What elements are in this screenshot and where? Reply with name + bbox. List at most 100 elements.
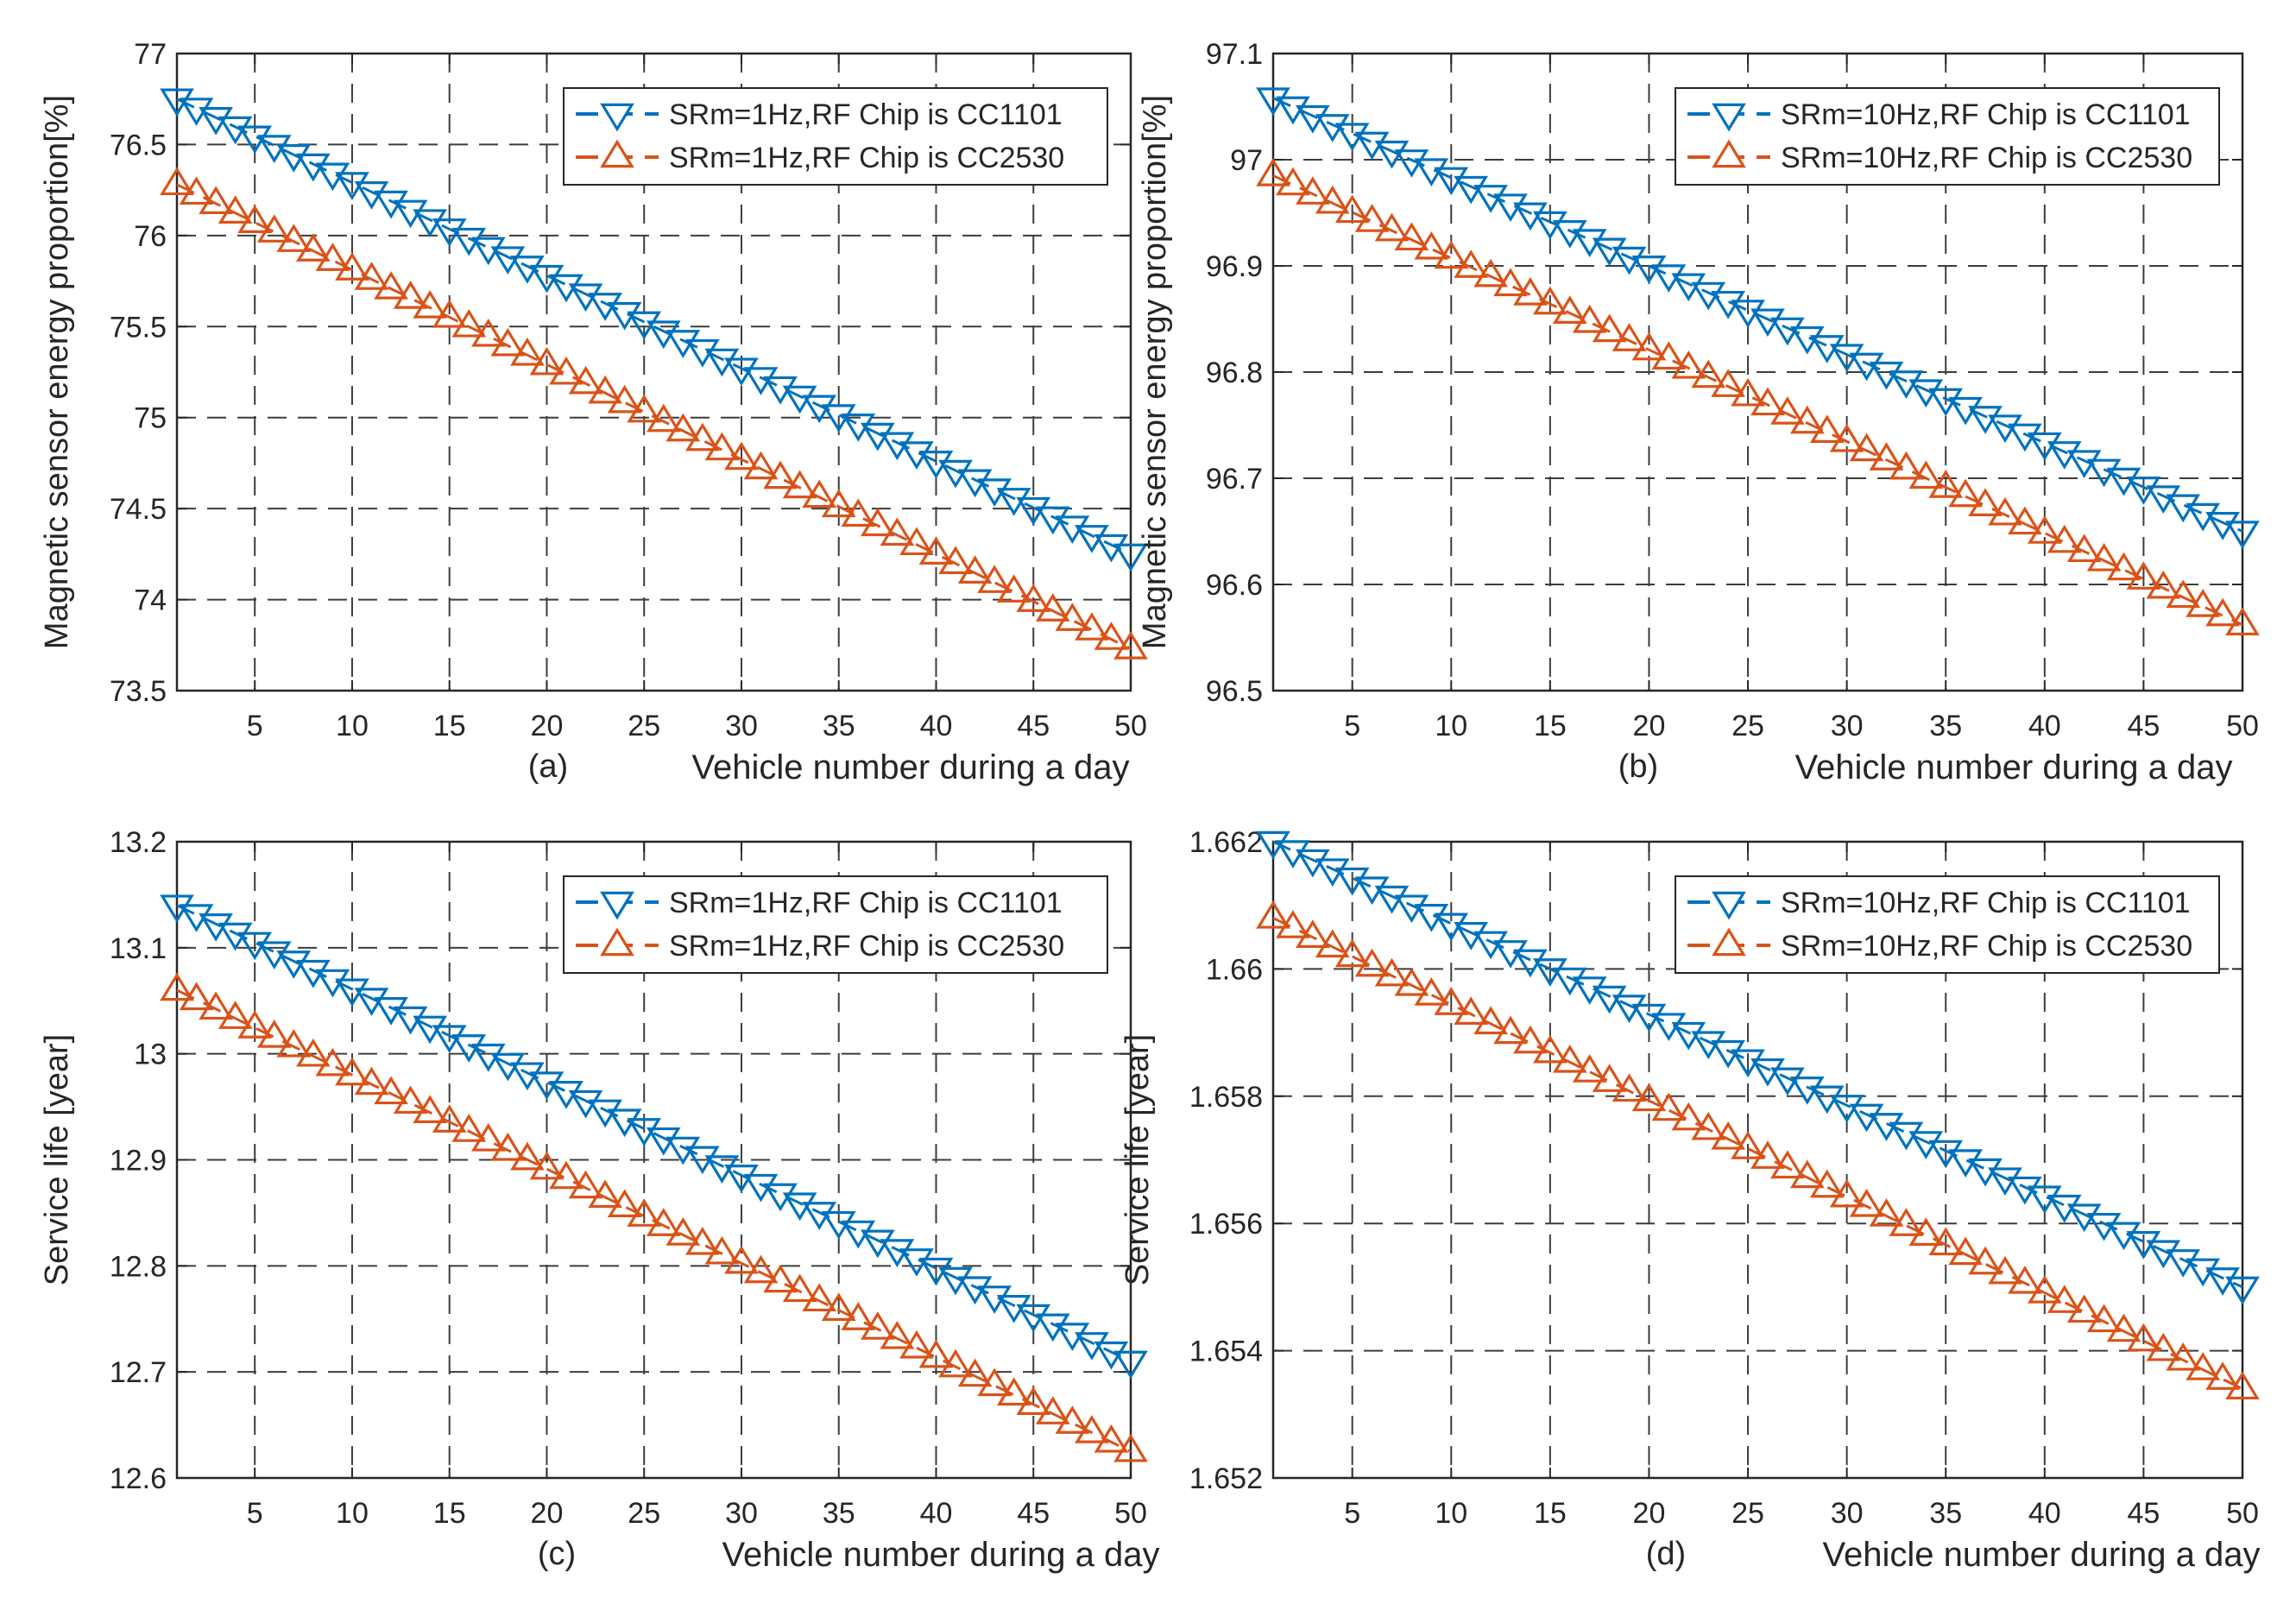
- data-point: [1789, 1159, 1825, 1189]
- data-point: [1908, 1217, 1944, 1246]
- series-line: [1272, 174, 2243, 627]
- x-tick-label: 40: [2028, 710, 2061, 742]
- y-tick-label: 76.5: [110, 129, 167, 161]
- x-tick-label: 20: [531, 1497, 564, 1530]
- y-tick-label: 96.5: [1206, 675, 1263, 708]
- data-point: [218, 195, 253, 224]
- legend-marker: [1712, 139, 1746, 168]
- y-tick-label: 74.5: [110, 493, 167, 526]
- data-point: [2027, 1275, 2062, 1304]
- data-point: [2205, 1361, 2240, 1390]
- data-point: [549, 1160, 583, 1190]
- data-point: [1809, 1169, 1845, 1198]
- data-point: [1276, 910, 1310, 938]
- data-point: [1513, 277, 1548, 306]
- y-tick-label: 1.662: [1189, 826, 1263, 859]
- data-point: [1454, 996, 1489, 1025]
- x-tick-label: 35: [823, 1497, 855, 1530]
- data-point: [724, 441, 759, 470]
- data-point: [841, 498, 876, 527]
- data-point: [1829, 423, 1864, 452]
- x-tick-label: 40: [2028, 1497, 2061, 1530]
- data-point: [1572, 1054, 1607, 1083]
- y-tick-label: 13.2: [110, 826, 167, 859]
- axes-frame: [175, 52, 1132, 692]
- legend-entry-label: SRm=10Hz,RF Chip is CC1101: [1781, 887, 2191, 919]
- data-point: [1809, 414, 1845, 443]
- series-cc1101: [160, 88, 1148, 572]
- data-point: [2106, 552, 2141, 581]
- data-point: [1315, 929, 1350, 958]
- chart-panel-d: 5 10 15 20 25 30 35 40 45 50 1.652 1.654 1.656 1.658 1…: [1120, 826, 2261, 1574]
- series-cc1101: [1256, 87, 2260, 549]
- x-tick-label: 35: [1929, 1497, 1962, 1530]
- data-point: [2225, 607, 2260, 635]
- y-tick-label: 97.1: [1206, 38, 1263, 71]
- legend-entry-label: SRm=10Hz,RF Chip is CC2530: [1781, 142, 2192, 174]
- data-point: [2086, 542, 2122, 572]
- data-point: [607, 1189, 642, 1218]
- legend-marker: [600, 891, 634, 920]
- series-line: [176, 98, 1132, 556]
- data-point: [1374, 957, 1410, 987]
- data-point: [1849, 1188, 1884, 1217]
- y-tick-label: 77: [134, 38, 167, 71]
- legend: SRm=1Hz,RF Chip is CC1101 SRm=1Hz,RF Chip…: [563, 87, 1108, 186]
- x-tick-label: 30: [725, 1497, 758, 1530]
- x-tick-label: 10: [1435, 710, 1467, 742]
- data-point: [646, 403, 681, 433]
- data-point: [1889, 451, 1924, 480]
- data-point: [1968, 1246, 2003, 1275]
- data-point: [1731, 377, 1765, 407]
- data-point: [685, 422, 720, 452]
- y-tick-label: 12.9: [110, 1145, 167, 1178]
- data-point: [1592, 313, 1627, 343]
- data-point: [996, 574, 1031, 603]
- data-point: [841, 1302, 876, 1330]
- data-point: [1454, 249, 1489, 278]
- data-point: [1256, 158, 1290, 186]
- data-point: [860, 508, 895, 537]
- series-line: [176, 988, 1132, 1453]
- panel-label: (c): [538, 1536, 576, 1572]
- data-point: [199, 186, 233, 215]
- series-cc1101: [1256, 830, 2260, 1305]
- x-tick-label: 15: [433, 1497, 466, 1530]
- y-tick-label: 12.7: [110, 1356, 167, 1389]
- data-point: [296, 1038, 331, 1067]
- data-point: [199, 991, 233, 1020]
- data-point: [529, 346, 565, 376]
- legend-box: [1675, 87, 2220, 186]
- data-point: [1552, 1044, 1587, 1073]
- x-tick-label: 30: [725, 710, 758, 742]
- data-point: [451, 1114, 487, 1142]
- panel-label: (b): [1618, 748, 1658, 785]
- data-point: [2066, 1294, 2102, 1323]
- data-point: [1572, 304, 1607, 333]
- data-point: [704, 432, 740, 461]
- data-point: [432, 1104, 467, 1133]
- data-point: [977, 565, 1012, 593]
- series-cc2530: [160, 972, 1148, 1462]
- data-point: [549, 356, 583, 385]
- data-point: [1113, 631, 1148, 660]
- legend-marker: [600, 927, 634, 957]
- data-point: [2047, 1285, 2082, 1313]
- data-point: [256, 214, 292, 243]
- legend-marker: [600, 103, 634, 132]
- x-tick-label: 45: [1017, 710, 1050, 742]
- data-point: [1988, 1255, 2022, 1285]
- x-tick-label: 25: [628, 710, 660, 742]
- data-point: [2126, 1323, 2161, 1352]
- data-point: [1671, 1102, 1706, 1131]
- data-point: [413, 1095, 448, 1123]
- x-tick-label: 20: [531, 710, 564, 742]
- y-tick-label: 73.5: [110, 675, 167, 708]
- legend-entry-label: SRm=1Hz,RF Chip is CC1101: [669, 887, 1063, 919]
- data-point: [1414, 977, 1449, 1006]
- data-point: [2086, 1304, 2122, 1333]
- x-tick-label: 10: [336, 710, 369, 742]
- data-point: [2205, 597, 2240, 627]
- y-tick-label: 1.652: [1189, 1462, 1263, 1495]
- data-point: [1552, 295, 1587, 324]
